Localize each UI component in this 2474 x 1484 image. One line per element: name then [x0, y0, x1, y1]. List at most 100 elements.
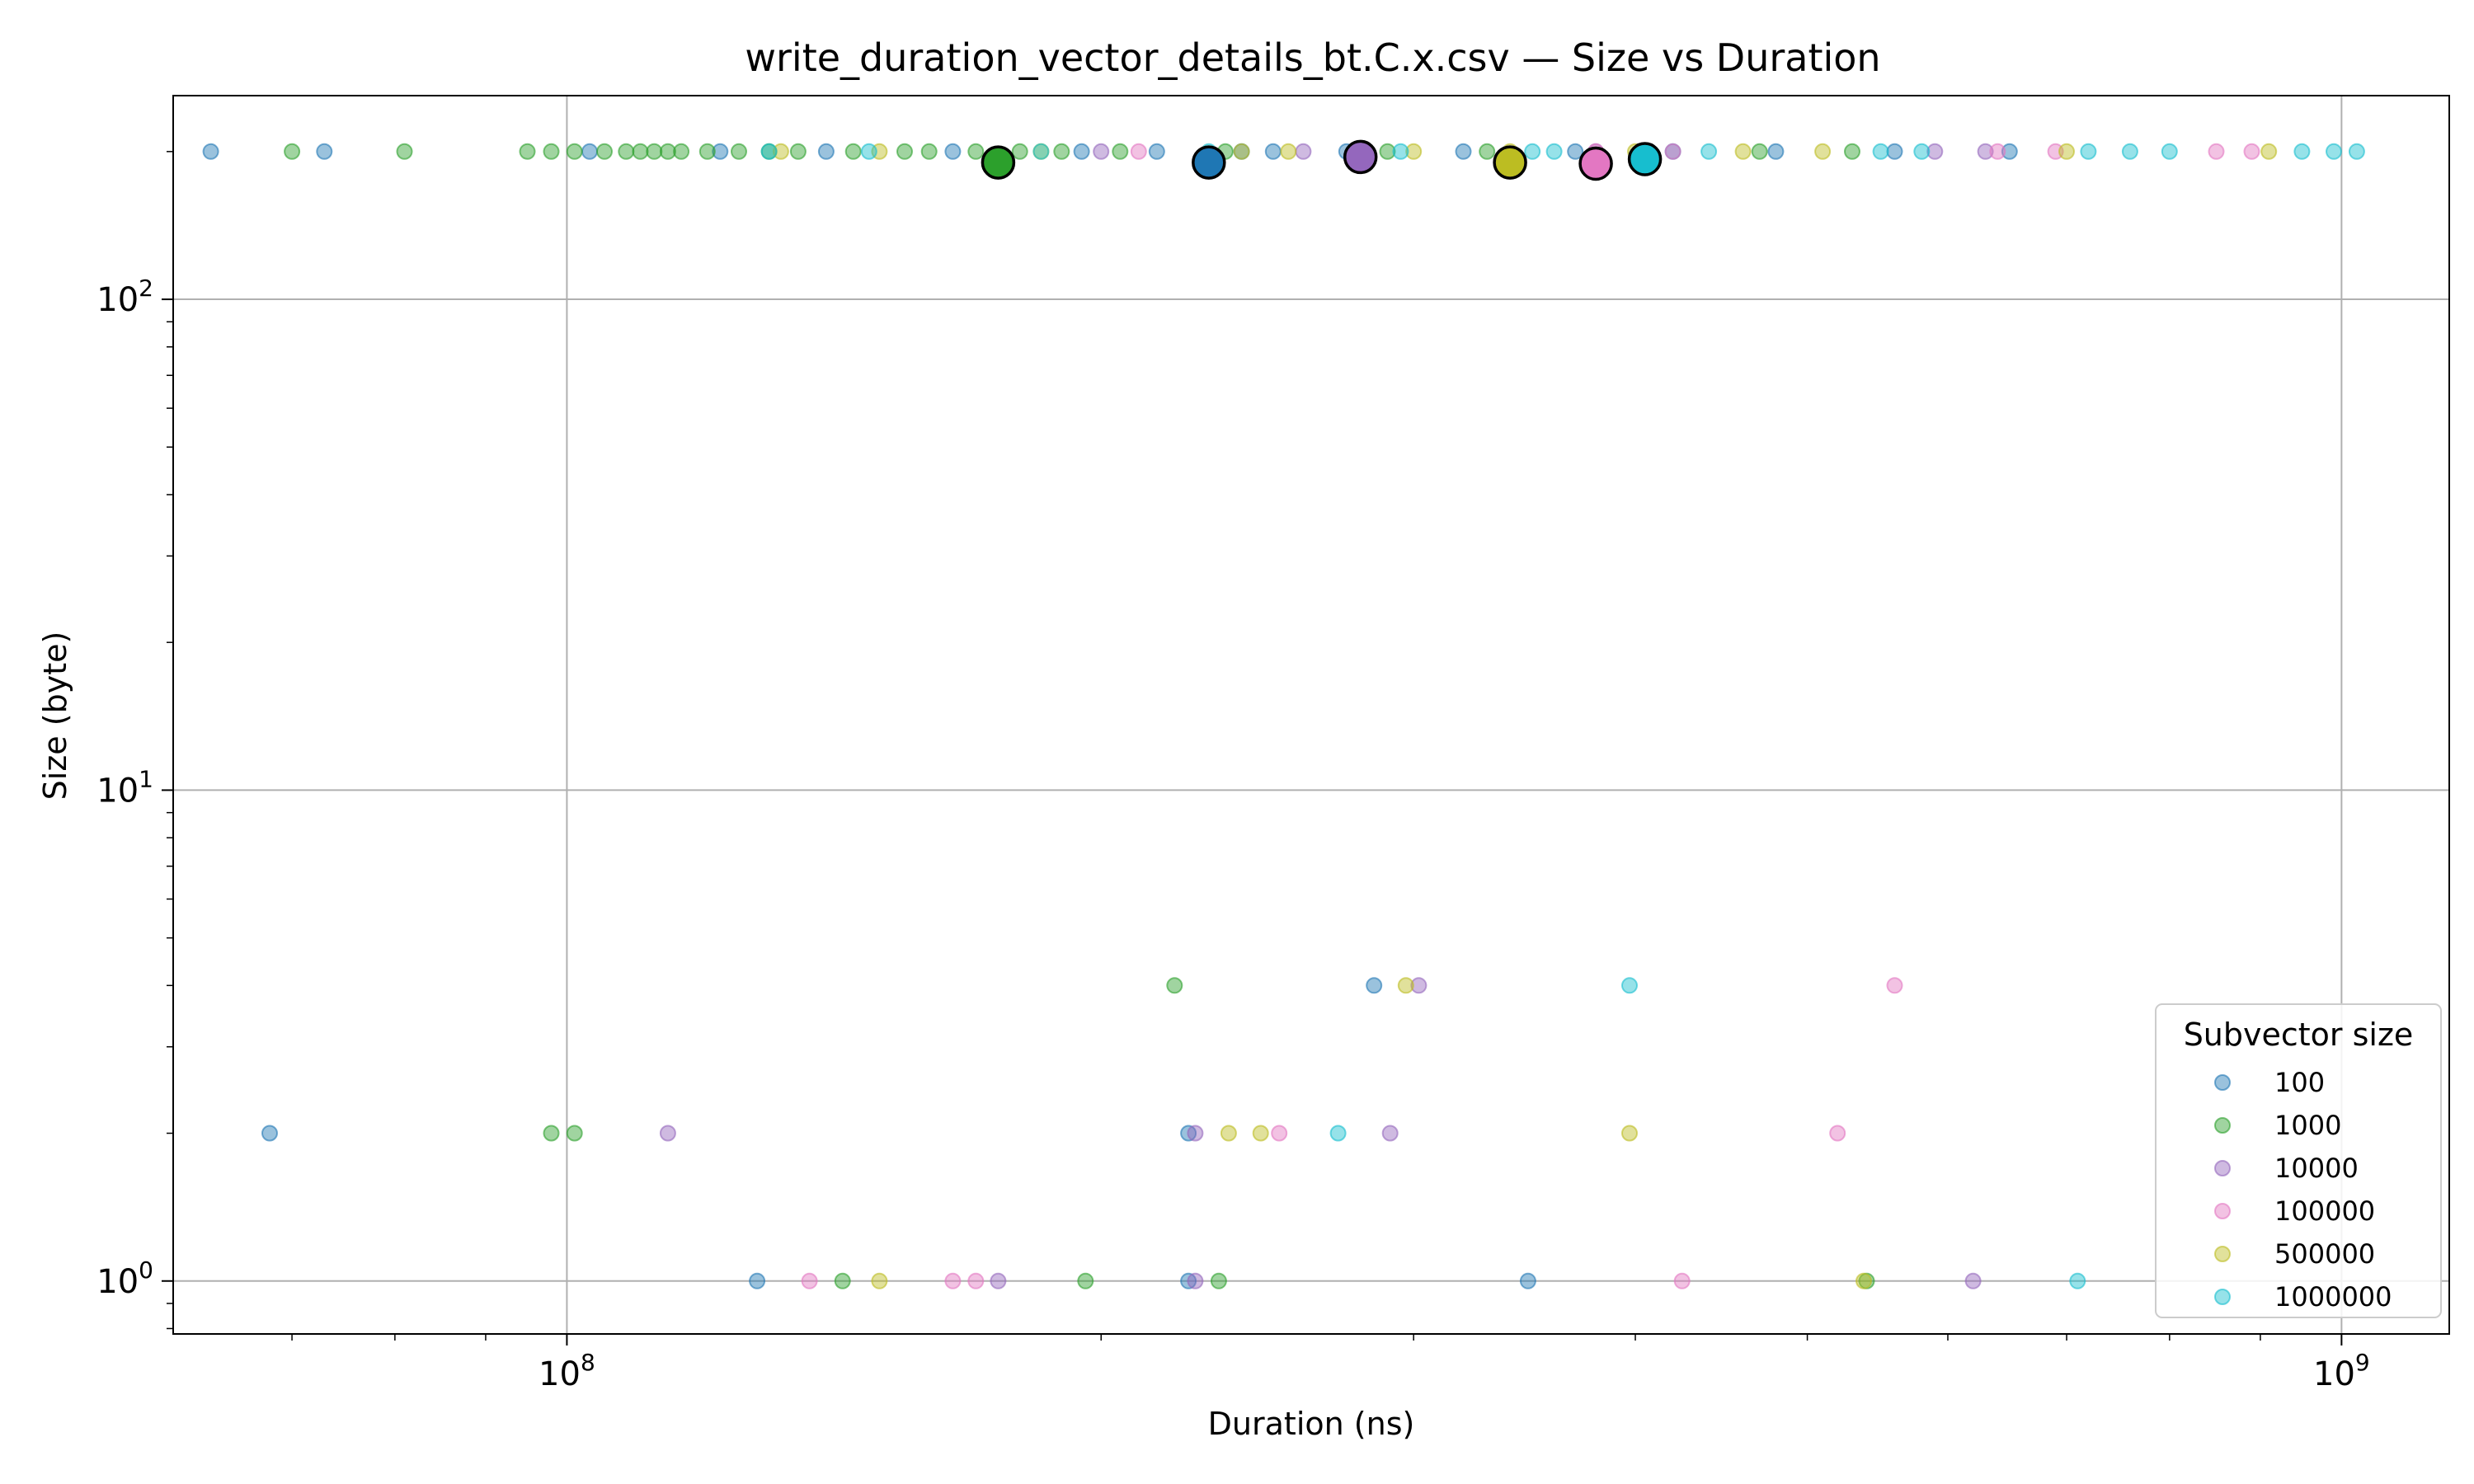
- data-point-1000: [920, 143, 938, 160]
- data-point-100: [261, 1125, 278, 1142]
- data-point-10000: [659, 1125, 676, 1142]
- data-point-100: [581, 143, 598, 160]
- data-point-10000: [1093, 143, 1110, 160]
- data-point-100000: [1130, 143, 1147, 160]
- data-point-1000: [896, 143, 913, 160]
- data-point-1000000: [1700, 143, 1718, 160]
- data-point-1000000: [2161, 143, 2178, 160]
- legend-box: [2155, 1003, 2442, 1318]
- x-tick-label: 109: [2313, 1349, 2370, 1393]
- data-point-1000: [1166, 977, 1183, 994]
- data-point-100: [1366, 977, 1383, 994]
- data-point-1000000: [2326, 143, 2342, 160]
- data-point-10000: [1295, 143, 1312, 160]
- legend-label-1000000: 1000000: [2274, 1281, 2392, 1313]
- data-point-10000: [990, 1272, 1007, 1289]
- data-point-100: [1519, 1272, 1536, 1289]
- mean-marker-100000: [1578, 146, 1613, 181]
- data-point-1000: [1011, 143, 1028, 160]
- data-point-1000: [844, 143, 862, 160]
- legend: Subvector size 1001000100001000005000001…: [2155, 1003, 2442, 1318]
- data-point-10000: [1381, 1125, 1399, 1142]
- y-tick-label: 101: [96, 765, 153, 810]
- data-point-500000: [1252, 1125, 1269, 1142]
- data-point-1000000: [860, 143, 877, 160]
- data-point-100: [1073, 143, 1090, 160]
- data-point-1000000: [1872, 143, 1889, 160]
- data-point-100000: [1989, 143, 2006, 160]
- plot-area: [173, 96, 2449, 1334]
- data-point-100: [1455, 143, 1472, 160]
- data-point-1000000: [2348, 143, 2365, 160]
- data-point-100: [817, 143, 835, 160]
- mean-marker-100: [1192, 145, 1226, 180]
- data-point-1000: [698, 143, 716, 160]
- y-tick-label: 100: [96, 1256, 153, 1301]
- mean-marker-1000000: [1627, 142, 1663, 176]
- data-point-100000: [1673, 1272, 1691, 1289]
- legend-label-100: 100: [2274, 1067, 2325, 1098]
- data-point-10000: [1410, 977, 1427, 994]
- data-point-100: [202, 143, 219, 160]
- data-point-100000: [944, 1272, 962, 1289]
- legend-label-500000: 500000: [2274, 1238, 2375, 1270]
- plot-frame: [172, 95, 2450, 1335]
- axis-ticks: 108 109 100 101 102: [96, 151, 2370, 1393]
- data-point-100: [944, 143, 962, 160]
- data-point-1000000: [1913, 143, 1931, 160]
- legend-marker-1000000: [2214, 1289, 2231, 1305]
- data-point-10000: [1964, 1272, 1982, 1289]
- data-point-500000: [2058, 143, 2075, 160]
- data-point-1000: [1210, 1272, 1227, 1289]
- mean-markers: [981, 139, 1663, 181]
- legend-label-10000: 10000: [2274, 1153, 2359, 1184]
- data-point-1000: [1751, 143, 1768, 160]
- data-point-100: [1886, 143, 1903, 160]
- data-point-10000: [1977, 143, 1994, 160]
- mean-marker-1000: [981, 145, 1016, 180]
- mean-marker-500000: [1493, 145, 1527, 180]
- data-point-100: [1567, 143, 1584, 160]
- data-point-1000000: [2069, 1272, 2086, 1289]
- data-point-1000000: [1545, 143, 1563, 160]
- legend-marker-100000: [2214, 1203, 2231, 1219]
- data-point-100000: [1829, 1125, 1846, 1142]
- data-point-1000: [396, 143, 413, 160]
- data-point-1000: [1379, 143, 1396, 160]
- chart-title: write_duration_vector_details_bt.C.x.csv…: [745, 35, 1880, 80]
- data-point-1000000: [1392, 143, 1409, 160]
- data-point-1000000: [2080, 143, 2097, 160]
- data-point-1000000: [2121, 143, 2138, 160]
- data-point-1000000: [1621, 977, 1638, 994]
- data-point-1000: [1053, 143, 1070, 160]
- data-point-1000000: [1329, 1125, 1347, 1142]
- data-point-500000: [1233, 143, 1250, 160]
- data-point-1000: [543, 1125, 560, 1142]
- data-points: [202, 143, 2365, 1289]
- data-point-100000: [1664, 143, 1681, 160]
- data-point-1000: [519, 143, 536, 160]
- data-point-100000: [2243, 143, 2260, 160]
- legend-marker-500000: [2214, 1246, 2231, 1262]
- data-point-500000: [1280, 143, 1297, 160]
- data-point-1000: [1479, 143, 1496, 160]
- data-point-1000: [673, 143, 690, 160]
- data-point-1000: [1112, 143, 1129, 160]
- data-point-100: [1148, 143, 1165, 160]
- data-point-500000: [1734, 143, 1752, 160]
- data-point-500000: [1856, 1272, 1872, 1289]
- data-point-1000: [543, 143, 560, 160]
- data-point-100: [712, 143, 729, 160]
- legend-items: 100 1000 10000 100000 500000 1000000: [2214, 1067, 2392, 1313]
- data-point-100000: [1886, 977, 1903, 994]
- data-point-1000000: [1032, 143, 1050, 160]
- data-point-1000000: [2293, 143, 2311, 160]
- data-point-500000: [1220, 1125, 1237, 1142]
- x-axis-label: Duration (ns): [1208, 1406, 1415, 1442]
- data-point-100: [2001, 143, 2018, 160]
- legend-marker-1000: [2214, 1117, 2231, 1134]
- data-point-10000: [1926, 143, 1944, 160]
- data-point-1000000: [760, 143, 778, 160]
- legend-title: Subvector size: [2184, 1017, 2414, 1053]
- data-point-100000: [801, 1272, 818, 1289]
